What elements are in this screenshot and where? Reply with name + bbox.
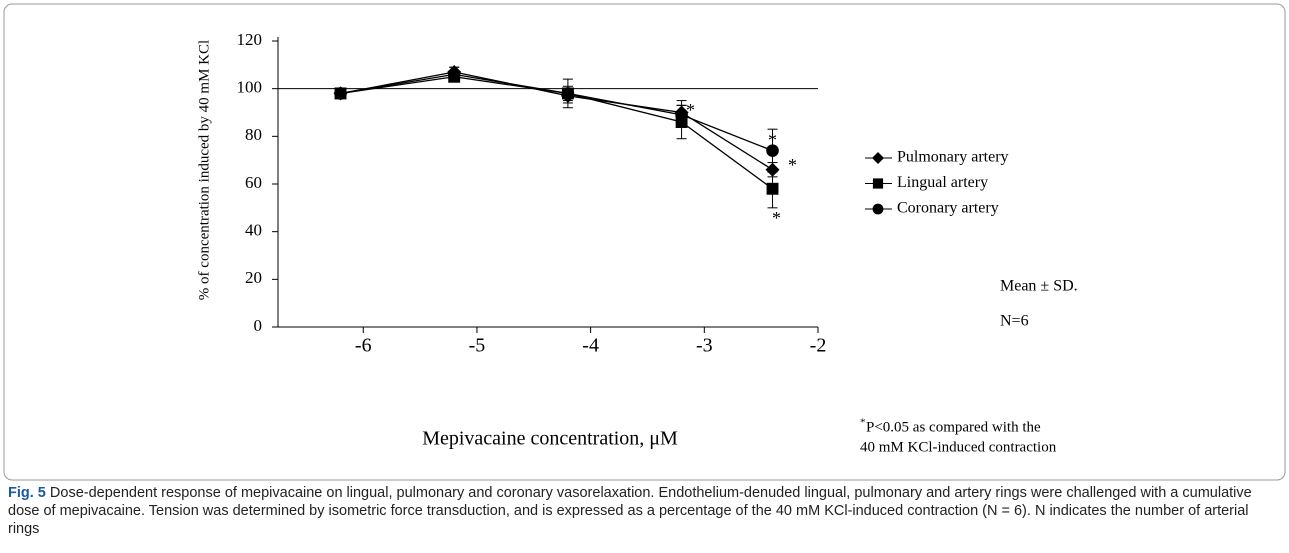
frame	[3, 3, 1286, 481]
marker	[872, 178, 884, 189]
series-line	[340, 71, 773, 171]
marker	[766, 182, 779, 195]
legend-label: Lingual artery	[897, 174, 988, 191]
marker	[334, 87, 347, 100]
caption-text: Dose-dependent response of mepivacaine o…	[8, 485, 1252, 537]
annotation: *	[772, 208, 781, 228]
x-tick-label: -6	[355, 335, 372, 357]
marker	[766, 144, 779, 157]
x-tick-label: -5	[469, 335, 486, 357]
y-tick-label: 40	[245, 221, 262, 240]
footnote-mark: *	[860, 417, 866, 429]
x-tick-label: -4	[582, 335, 599, 357]
caption-label: Fig. 5	[8, 485, 46, 501]
marker	[561, 87, 575, 100]
marker	[675, 108, 688, 122]
y-tick-label: 20	[245, 268, 262, 287]
marker	[447, 68, 461, 81]
legend-label: Pulmonary artery	[897, 149, 1009, 166]
y-tick-label: 100	[237, 78, 263, 97]
annotation: *	[788, 155, 797, 175]
y-tick-label: 80	[245, 125, 262, 144]
stats-note: Mean ± SD.	[1000, 278, 1078, 295]
marker	[872, 203, 884, 215]
series-line	[340, 73, 773, 152]
n-note: N=6	[1000, 313, 1029, 330]
footnote: 40 mM KCl-induced contraction	[860, 439, 1057, 455]
y-axis-label: % of concentration induced by 40 mM KCl	[196, 40, 212, 300]
y-tick-label: 0	[254, 316, 263, 335]
y-tick-label: 60	[245, 173, 262, 192]
caption: Fig. 5 Dose-dependent response of mepiva…	[8, 484, 1278, 538]
x-axis-label: Mepivacaine concentration, μM	[422, 428, 678, 450]
x-tick-label: -3	[696, 335, 713, 357]
x-tick-label: -2	[810, 335, 827, 357]
legend-label: Coronary artery	[897, 200, 999, 217]
footnote: P<0.05 as compared with the	[866, 419, 1041, 435]
marker	[872, 152, 884, 164]
annotation: *	[686, 100, 695, 120]
y-tick-label: 120	[237, 30, 263, 49]
